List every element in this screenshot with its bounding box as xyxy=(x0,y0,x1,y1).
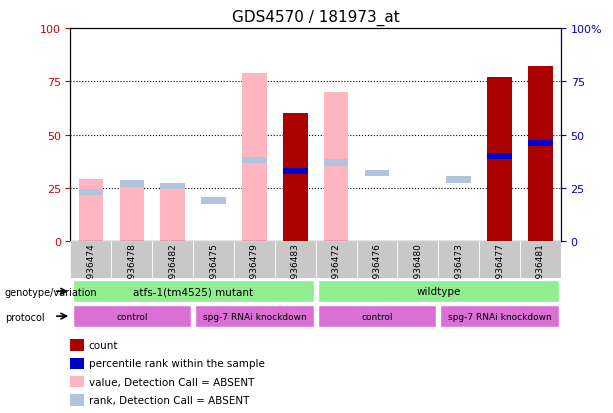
Bar xyxy=(72,281,314,302)
Bar xyxy=(318,281,559,302)
Text: spg-7 RNAi knockdown: spg-7 RNAi knockdown xyxy=(202,312,306,321)
Text: GSM936476: GSM936476 xyxy=(373,243,381,297)
Bar xyxy=(70,339,83,351)
Bar xyxy=(487,153,512,160)
Bar xyxy=(487,78,512,242)
Bar xyxy=(324,160,348,166)
Text: control: control xyxy=(116,312,148,321)
Bar xyxy=(195,306,314,327)
Bar xyxy=(438,242,479,279)
Bar xyxy=(161,186,185,242)
Text: GSM936481: GSM936481 xyxy=(536,243,545,297)
Title: GDS4570 / 181973_at: GDS4570 / 181973_at xyxy=(232,10,400,26)
Text: GSM936483: GSM936483 xyxy=(291,243,300,297)
Bar xyxy=(242,158,267,164)
Bar xyxy=(318,306,436,327)
Text: control: control xyxy=(361,312,393,321)
Bar xyxy=(242,74,267,242)
Bar xyxy=(78,190,103,196)
Bar xyxy=(234,242,275,279)
Bar xyxy=(446,177,471,183)
Text: rank, Detection Call = ABSENT: rank, Detection Call = ABSENT xyxy=(89,395,249,405)
Text: atfs-1(tm4525) mutant: atfs-1(tm4525) mutant xyxy=(133,287,253,297)
Bar xyxy=(324,93,348,242)
Text: protocol: protocol xyxy=(5,312,45,322)
Text: value, Detection Call = ABSENT: value, Detection Call = ABSENT xyxy=(89,377,254,387)
Bar xyxy=(161,183,185,190)
Text: genotype/variation: genotype/variation xyxy=(5,287,97,297)
Bar xyxy=(201,198,226,204)
Text: percentile rank within the sample: percentile rank within the sample xyxy=(89,358,265,368)
Text: count: count xyxy=(89,340,118,350)
Text: wildtype: wildtype xyxy=(416,287,460,297)
Text: spg-7 RNAi knockdown: spg-7 RNAi knockdown xyxy=(447,312,552,321)
Bar xyxy=(120,184,144,242)
Text: GSM936472: GSM936472 xyxy=(332,243,341,297)
Bar xyxy=(283,114,308,242)
Bar xyxy=(275,242,316,279)
Text: GSM936475: GSM936475 xyxy=(209,243,218,297)
Bar xyxy=(440,306,559,327)
Bar xyxy=(78,180,103,242)
Bar xyxy=(112,242,152,279)
Text: GSM936478: GSM936478 xyxy=(128,243,136,297)
Bar xyxy=(70,376,83,387)
Bar xyxy=(283,168,308,175)
Bar xyxy=(152,242,193,279)
Bar xyxy=(520,242,561,279)
Bar xyxy=(70,242,112,279)
Bar xyxy=(528,67,553,242)
Bar xyxy=(365,170,389,177)
Text: GSM936477: GSM936477 xyxy=(495,243,504,297)
Text: GSM936474: GSM936474 xyxy=(86,243,96,297)
Bar xyxy=(528,140,553,147)
Bar xyxy=(283,168,308,175)
Bar xyxy=(193,242,234,279)
Text: GSM936482: GSM936482 xyxy=(168,243,177,297)
Bar xyxy=(316,242,357,279)
Bar xyxy=(357,242,397,279)
Bar xyxy=(479,242,520,279)
Text: GSM936480: GSM936480 xyxy=(413,243,422,297)
Bar xyxy=(120,181,144,188)
Bar xyxy=(72,306,191,327)
Text: GSM936473: GSM936473 xyxy=(454,243,463,297)
Text: GSM936479: GSM936479 xyxy=(250,243,259,297)
Bar xyxy=(70,358,83,369)
Bar xyxy=(70,394,83,406)
Bar xyxy=(397,242,438,279)
